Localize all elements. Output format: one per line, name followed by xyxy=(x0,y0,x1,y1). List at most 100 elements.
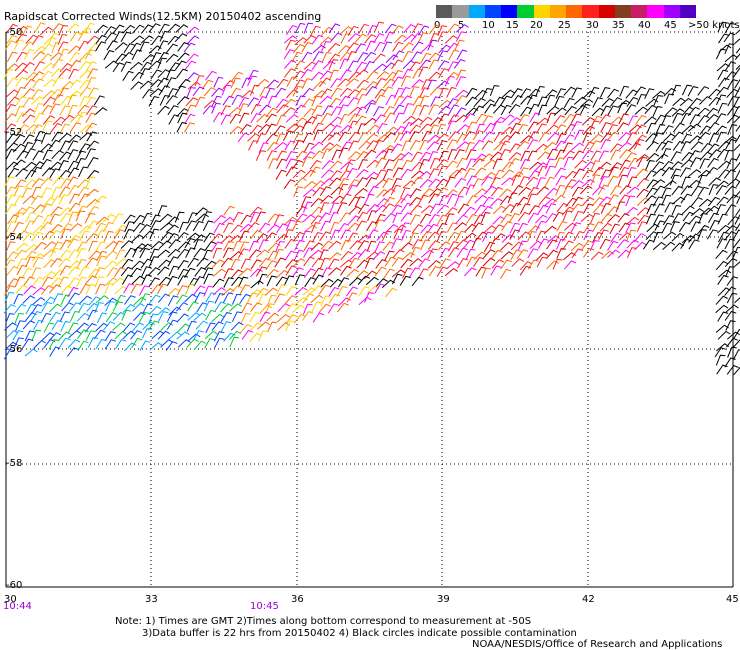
wind-barb xyxy=(358,286,370,297)
wind-barb xyxy=(489,151,503,161)
wind-barb xyxy=(295,150,308,161)
wind-barb xyxy=(166,319,178,330)
wind-barb xyxy=(707,157,719,168)
wind-barb xyxy=(537,96,548,108)
wind-barb xyxy=(7,96,20,106)
wind-barb xyxy=(184,267,196,278)
wind-barb xyxy=(157,330,171,340)
wind-barb xyxy=(114,42,128,51)
wind-barb xyxy=(419,159,429,170)
wind-barb xyxy=(457,258,469,269)
scale-swatch-14 xyxy=(663,5,680,18)
wind-barb xyxy=(411,23,423,34)
wind-barb xyxy=(508,143,521,154)
wind-barb xyxy=(355,61,367,72)
wind-barb xyxy=(483,122,496,133)
wind-barb xyxy=(301,87,315,98)
wind-barb xyxy=(183,42,196,53)
wind-barb xyxy=(627,176,638,188)
wind-barb xyxy=(534,214,548,224)
wind-barb xyxy=(76,312,90,322)
wind-barb xyxy=(698,198,712,208)
wind-barb xyxy=(563,222,577,231)
wind-barb xyxy=(411,41,424,52)
wind-barb xyxy=(456,157,468,169)
wind-barb xyxy=(265,87,276,99)
wind-barb xyxy=(401,159,413,171)
wind-barb xyxy=(292,267,304,278)
wind-barb xyxy=(231,276,244,287)
wind-barb xyxy=(66,176,79,187)
wind-barb xyxy=(85,232,99,243)
wind-barb xyxy=(393,87,404,99)
wind-barb xyxy=(238,267,252,277)
wind-barb xyxy=(527,131,539,142)
wind-barb xyxy=(58,160,69,171)
wind-barb xyxy=(51,150,64,160)
scale-swatch-13 xyxy=(647,5,664,18)
wind-barb xyxy=(85,148,96,159)
wind-barb xyxy=(16,124,30,134)
wind-barb xyxy=(347,232,359,243)
wind-barb xyxy=(87,87,99,98)
wind-barb xyxy=(321,41,331,52)
wind-barb xyxy=(644,88,655,99)
wind-barb xyxy=(336,285,348,297)
wind-barb xyxy=(157,105,170,115)
wind-barb xyxy=(283,98,296,108)
wind-barb xyxy=(22,320,36,330)
wind-barb xyxy=(519,88,532,99)
wind-barb xyxy=(88,240,98,252)
wind-barb xyxy=(59,212,72,223)
wind-barb xyxy=(294,117,307,127)
wind-barb xyxy=(625,222,636,233)
wind-barb xyxy=(259,304,272,314)
wind-barb xyxy=(303,34,317,44)
wind-barb xyxy=(266,268,279,279)
scale-label-30: 30 xyxy=(586,20,599,31)
wind-barb xyxy=(546,105,560,115)
wind-barb xyxy=(48,339,60,350)
wind-barb xyxy=(79,52,92,62)
wind-barb xyxy=(79,283,91,295)
wind-barb xyxy=(50,277,63,287)
wind-barb xyxy=(455,69,467,81)
wind-barb xyxy=(669,221,680,232)
wind-barb xyxy=(715,304,729,314)
wind-barb xyxy=(339,259,353,268)
wind-barb xyxy=(122,70,134,81)
wind-barb xyxy=(680,238,692,249)
wind-barb xyxy=(661,222,673,234)
wind-barb xyxy=(634,241,647,251)
wind-barb xyxy=(582,141,594,152)
wind-barb xyxy=(78,225,92,234)
wind-barb xyxy=(78,193,90,204)
wind-barb xyxy=(428,71,441,81)
wind-barb xyxy=(573,231,585,242)
wind-barb xyxy=(391,70,403,81)
wind-barb xyxy=(670,151,682,162)
wind-barb xyxy=(318,284,331,295)
wind-barb xyxy=(24,220,35,231)
lon-label-39: 39 xyxy=(437,594,450,605)
wind-barb xyxy=(403,103,413,115)
wind-barb xyxy=(250,280,264,289)
wind-barb xyxy=(123,43,135,54)
wind-barb xyxy=(122,330,136,340)
wind-barb xyxy=(256,78,270,88)
wind-barb xyxy=(250,206,263,216)
wind-barb xyxy=(59,123,71,135)
wind-barb xyxy=(561,240,574,251)
wind-barb xyxy=(510,249,522,260)
wind-barb xyxy=(646,122,657,134)
wind-barb xyxy=(84,49,96,60)
wind-barb xyxy=(527,88,541,98)
wind-barb xyxy=(483,159,497,168)
wind-barb xyxy=(229,284,243,294)
wind-barb xyxy=(52,293,64,304)
wind-barb xyxy=(302,132,313,144)
wind-barb xyxy=(491,186,503,197)
wind-barb xyxy=(671,131,684,141)
wind-barb xyxy=(510,241,524,251)
wind-barb xyxy=(94,107,108,116)
